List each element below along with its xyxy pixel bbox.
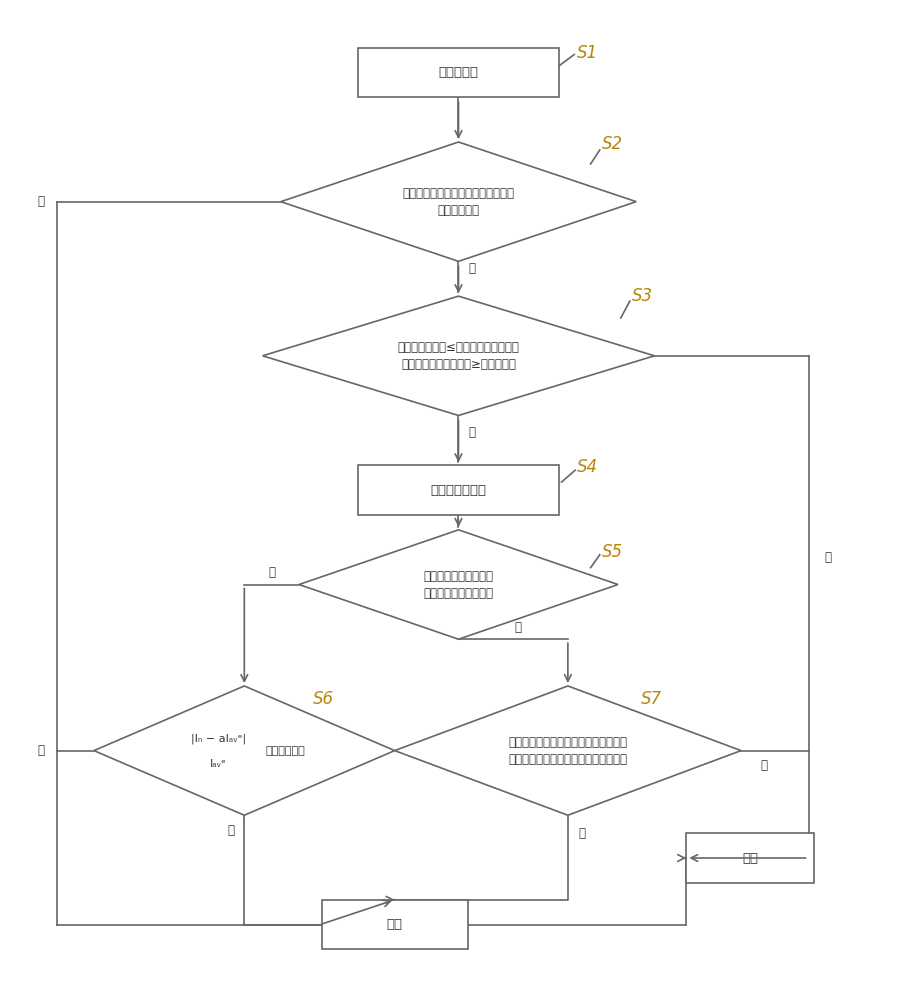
FancyBboxPatch shape bbox=[686, 833, 814, 883]
Text: S4: S4 bbox=[577, 458, 598, 476]
Text: 否: 否 bbox=[469, 426, 476, 439]
Text: 相邻或相近电流变化率＜第三预定值，
或相邻或相近电流变化率＞第四预定值: 相邻或相近电流变化率＜第三预定值， 或相邻或相近电流变化率＞第四预定值 bbox=[508, 736, 627, 766]
Text: ＜第五预定值: ＜第五预定值 bbox=[265, 746, 305, 756]
Text: S6: S6 bbox=[313, 690, 334, 708]
Text: 计算电流变化率: 计算电流变化率 bbox=[430, 484, 487, 497]
FancyBboxPatch shape bbox=[322, 900, 468, 949]
Text: 否: 否 bbox=[469, 262, 476, 275]
Text: 是: 是 bbox=[578, 827, 585, 840]
Text: 所有相邻或相近的输入端电流全部小
于第一预定值: 所有相邻或相近的输入端电流全部小 于第一预定值 bbox=[403, 187, 514, 217]
Text: 正常: 正常 bbox=[387, 918, 403, 931]
Polygon shape bbox=[281, 142, 636, 261]
FancyBboxPatch shape bbox=[359, 465, 558, 515]
Text: S1: S1 bbox=[577, 43, 598, 62]
Text: 否: 否 bbox=[227, 824, 234, 837]
Text: 否: 否 bbox=[268, 566, 275, 579]
Text: 是: 是 bbox=[824, 551, 831, 564]
Text: 异常: 异常 bbox=[742, 851, 758, 864]
Text: 是: 是 bbox=[38, 195, 45, 208]
Polygon shape bbox=[299, 530, 618, 639]
Text: 某输入端电流值≤第二预定值同时相邻
或相近的输入端电流值≥第一预定值: 某输入端电流值≤第二预定值同时相邻 或相近的输入端电流值≥第一预定值 bbox=[398, 341, 519, 371]
Text: 否: 否 bbox=[760, 759, 768, 772]
FancyBboxPatch shape bbox=[359, 48, 558, 97]
Text: Iₐᵥᵉ: Iₐᵥᵉ bbox=[210, 759, 227, 769]
Polygon shape bbox=[262, 296, 655, 415]
Text: S7: S7 bbox=[641, 690, 662, 708]
Text: S5: S5 bbox=[602, 543, 623, 561]
Text: S2: S2 bbox=[602, 135, 623, 153]
Text: 是: 是 bbox=[38, 744, 45, 757]
Text: 是: 是 bbox=[514, 621, 521, 634]
Text: |Iₙ − aIₐᵥᵉ|: |Iₙ − aIₐᵥᵉ| bbox=[192, 733, 247, 744]
Text: S3: S3 bbox=[632, 287, 653, 305]
Polygon shape bbox=[394, 686, 741, 815]
Text: 感测电流值: 感测电流值 bbox=[438, 66, 479, 79]
Polygon shape bbox=[94, 686, 394, 815]
Text: 变化率＜第三预定值，
或变化率＞第四预定值: 变化率＜第三预定值， 或变化率＞第四预定值 bbox=[424, 570, 493, 600]
